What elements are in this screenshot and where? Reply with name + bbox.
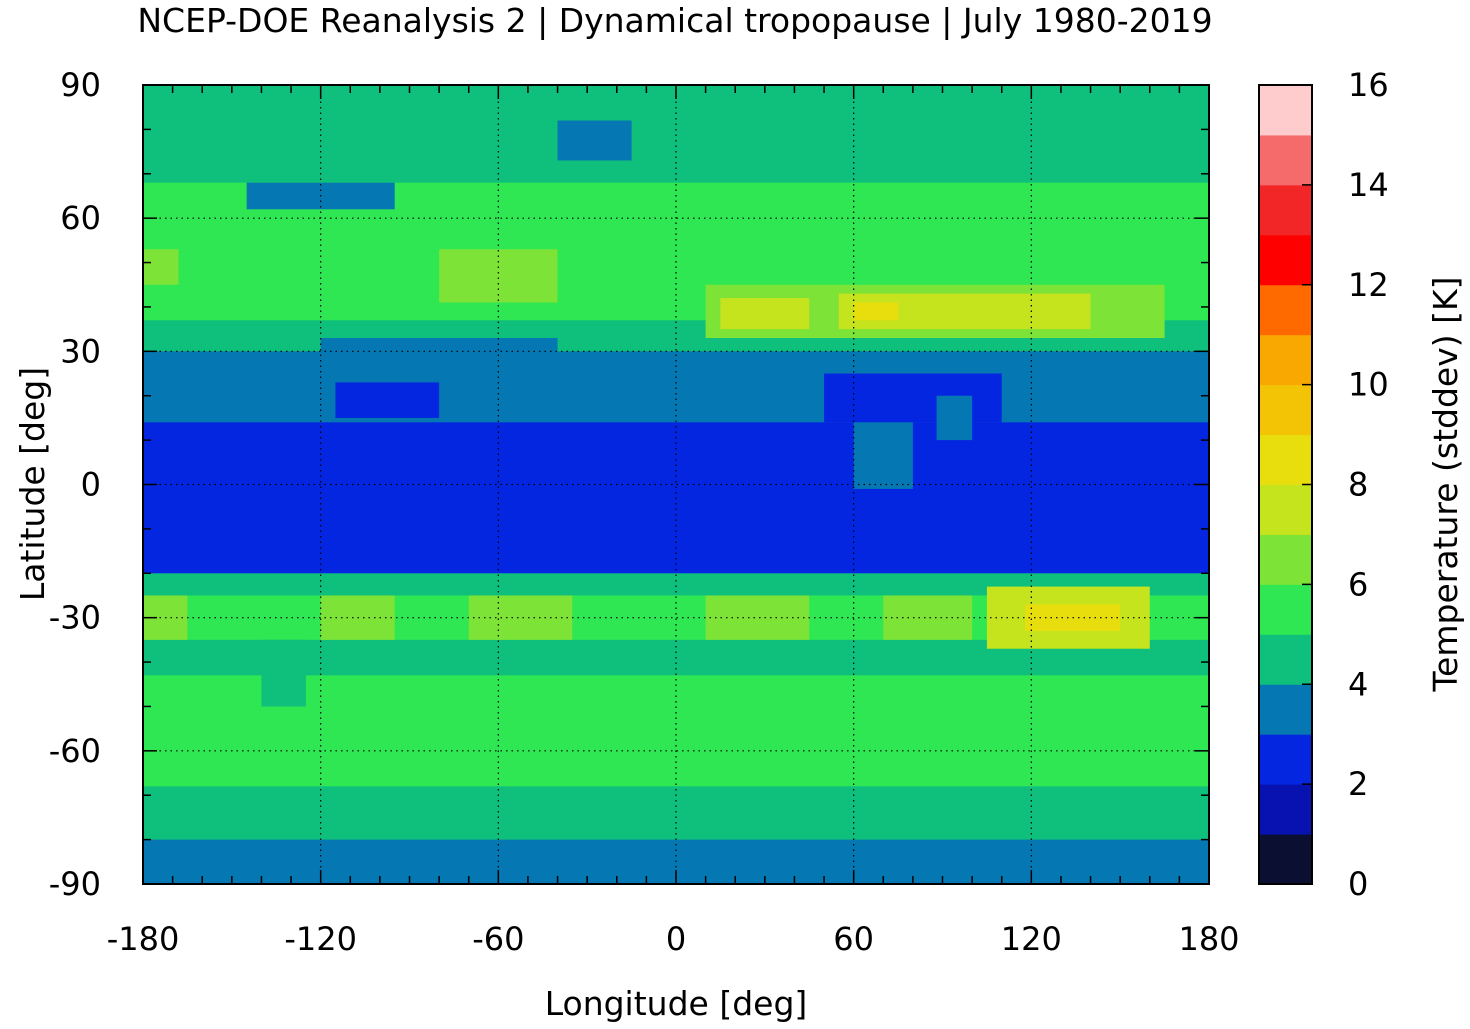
heatmap-region-15 — [557, 120, 632, 161]
heatmap-region-19 — [936, 395, 973, 441]
colorbar-swatch-13 — [1259, 184, 1312, 236]
heatmap-region-2 — [468, 595, 573, 640]
heatmap-band-7 — [143, 351, 1209, 388]
x-tick-label: -60 — [472, 920, 524, 958]
heatmap-band-16 — [143, 786, 1209, 841]
colorbar-tick-label: 4 — [1348, 665, 1368, 703]
colorbar-swatch-7 — [1259, 484, 1312, 535]
colorbar-tick-label: 0 — [1348, 865, 1368, 903]
colorbar-swatch-6 — [1259, 534, 1312, 585]
x-tick-label: 60 — [833, 920, 874, 958]
colorbar-tick-label: 12 — [1348, 266, 1389, 304]
colorbar-swatch-3 — [1259, 684, 1312, 735]
y-tick-label: 60 — [60, 199, 101, 237]
heatmap-region-10 — [720, 298, 810, 330]
colorbar-swatch-4 — [1259, 634, 1312, 685]
heatmap-region-18 — [853, 422, 913, 489]
colorbar-swatch-10 — [1259, 334, 1312, 386]
heatmap-band-14 — [143, 715, 1209, 761]
y-tick-label: 0 — [81, 466, 101, 504]
colorbar-ticks: 0 2 4 6 8 10 12 14 16 — [1302, 66, 1389, 903]
heatmap-region-20 — [320, 338, 558, 383]
colorbar-swatch-12 — [1259, 234, 1312, 286]
y-tick-label: 90 — [60, 66, 101, 104]
colorbar-tick-label: 8 — [1348, 466, 1368, 504]
x-tick-label: 0 — [666, 920, 686, 958]
colorbar-tick-label: 6 — [1348, 565, 1368, 603]
y-axis-label: Latitude [deg] — [13, 367, 52, 601]
colorbar-tick-label: 16 — [1348, 66, 1389, 104]
chart-title: NCEP-DOE Reanalysis 2 | Dynamical tropop… — [137, 1, 1212, 40]
heatmap-region-8 — [143, 249, 179, 285]
heatmap-region-12 — [853, 302, 899, 321]
colorbar-swatch-14 — [1259, 134, 1312, 186]
colorbar-swatch-5 — [1259, 584, 1312, 635]
colorbar-swatch-8 — [1259, 434, 1312, 485]
y-tick-label: 30 — [60, 332, 101, 370]
heatmap-region-17 — [824, 373, 1002, 423]
heatmap-region-7 — [439, 249, 558, 303]
x-tick-label: 180 — [1178, 920, 1239, 958]
y-tick-label: -90 — [49, 865, 101, 903]
x-axis: -180 -120 -60 0 60 120 180 — [107, 85, 1240, 958]
colorbar-swatch-2 — [1259, 734, 1312, 785]
colorbar-swatch-1 — [1259, 784, 1312, 835]
colorbar-tick-label: 10 — [1348, 366, 1389, 404]
colorbar-tick-label: 14 — [1348, 166, 1389, 204]
heatmap-region-3 — [705, 595, 810, 640]
x-tick-label: -120 — [284, 920, 357, 958]
heatmap-region-13 — [261, 639, 306, 707]
heatmap-band-10 — [143, 573, 1209, 596]
colorbar-swatch-0 — [1259, 834, 1312, 885]
colorbar-tick-label: 2 — [1348, 765, 1368, 803]
colorbar-swatch-9 — [1259, 384, 1312, 436]
x-tick-label: -180 — [107, 920, 180, 958]
colorbar-label: Temperature (stddev) [K] — [1426, 276, 1465, 692]
y-axis: 90 60 30 0 -30 -60 -90 — [49, 66, 1209, 903]
y-tick-label: -60 — [49, 732, 101, 770]
y-tick-label: -30 — [49, 599, 101, 637]
colorbar — [1259, 85, 1312, 885]
x-tick-label: 120 — [1001, 920, 1062, 958]
grid-lines — [143, 85, 1209, 884]
colorbar-swatch-11 — [1259, 284, 1312, 336]
x-axis-label: Longitude [deg] — [545, 984, 808, 1023]
colorbar-swatch-15 — [1259, 85, 1312, 136]
